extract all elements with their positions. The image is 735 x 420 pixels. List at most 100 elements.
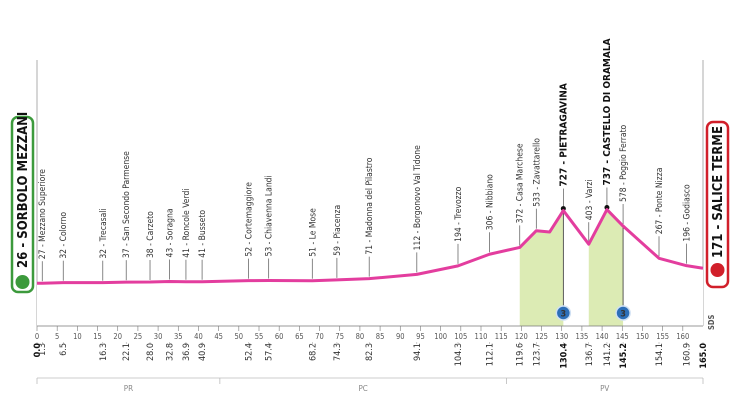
km-label: 36.9	[182, 343, 192, 361]
finish-label: 171 - SALICE TERME	[711, 126, 726, 258]
x-tick-label: 40	[194, 332, 203, 341]
km-label: 123.7	[532, 343, 542, 366]
x-tick-label: 90	[396, 332, 405, 341]
km-label: 68.2	[308, 343, 318, 361]
x-tick-label: 85	[376, 332, 385, 341]
x-tick-label: 155	[656, 332, 669, 341]
profile-line	[36, 208, 704, 285]
waypoint-label: 194 - Trevozzo	[454, 186, 464, 242]
km-label: 145.2	[619, 343, 629, 369]
waypoint-label: 51 - Le Mose	[308, 208, 318, 257]
x-tick-label: 65	[295, 332, 304, 341]
km-label: 104.3	[454, 343, 464, 366]
y-tick-label: 200	[631, 261, 642, 269]
waypoint-label: 59 - Piacenza	[333, 205, 343, 256]
waypoint-label: 71 - Madonna del Pilastro	[365, 157, 375, 254]
region-label: PC	[358, 384, 367, 393]
km-label: 119.6	[516, 343, 526, 366]
y-tick-label: 600	[631, 220, 642, 228]
finish-icon	[710, 263, 725, 277]
x-tick-label: 60	[275, 332, 284, 341]
waypoint-label: 27 - Mezzano Superiore	[38, 169, 48, 259]
waypoint-label: 41 - Roncole Verdi	[182, 189, 192, 258]
x-tick-label: 35	[174, 332, 183, 341]
km-label: 57.4	[265, 343, 275, 361]
km-label: 32.8	[165, 343, 175, 361]
y-tick-label: 100	[631, 272, 642, 280]
waypoint-label: 32 - Trecasali	[99, 208, 109, 258]
x-tick-label: 110	[475, 332, 488, 341]
waypoint-label: 32 - Colorno	[59, 212, 69, 259]
climb-category: 3	[561, 310, 567, 320]
finish-box	[705, 120, 730, 289]
climb-badge	[615, 305, 631, 321]
region-label: PR	[124, 384, 133, 393]
x-tick-label: 55	[255, 332, 264, 341]
waypoint-label: 41 - Busseto	[198, 210, 208, 258]
x-tick-label: 100	[434, 332, 447, 341]
waypoint-label: 43 - Soragna	[165, 208, 175, 257]
climb-area	[588, 209, 624, 326]
x-tick-label: 70	[315, 332, 324, 341]
start-icon	[15, 275, 30, 289]
start-box	[10, 115, 35, 294]
km-label: 94.1	[413, 343, 423, 361]
start-label: 26 - SORBOLO MEZZANI	[16, 112, 31, 268]
y-tick-label: 300	[631, 251, 642, 259]
waypoint-label: 403 - Varzi	[585, 179, 595, 220]
x-tick-label: 15	[93, 332, 102, 341]
y-tick-label: 500	[631, 230, 642, 238]
km-label: 165.0	[699, 343, 709, 369]
km-label: 130.4	[559, 343, 569, 369]
x-tick-label: 10	[73, 332, 82, 341]
waypoint-label: 196 - Godiasco	[682, 184, 692, 242]
x-tick-label: 125	[535, 332, 548, 341]
x-tick-label: 135	[575, 332, 588, 341]
waypoint-label: 52 - Cortemaggiore	[245, 182, 255, 257]
x-tick-label: 105	[454, 332, 467, 341]
x-tick-label: 45	[214, 332, 223, 341]
x-tick-label: 80	[356, 332, 365, 341]
km-label: 6.5	[59, 343, 69, 356]
climb-category: 3	[620, 310, 626, 320]
x-tick-label: 30	[154, 332, 163, 341]
x-tick-label: 150	[636, 332, 649, 341]
y-tick-label: 400	[631, 241, 642, 249]
x-tick-label: 25	[134, 332, 143, 341]
waypoint-label: 533 - Zavattarello	[532, 138, 542, 207]
waypoint-label: 578 - Poggio Ferrato	[619, 124, 629, 202]
waypoint-label: 372 - Casa Marchese	[516, 143, 526, 223]
waypoint-label: 737 - CASTELLO DI ORAMALA	[602, 38, 613, 185]
km-label: 22.1	[122, 343, 132, 361]
x-tick-label: 20	[113, 332, 122, 341]
climb-badge	[555, 305, 572, 321]
waypoint-label: 37 - San Secondo Parmense	[122, 151, 132, 258]
km-label: 16.3	[99, 343, 109, 361]
x-tick-label: 130	[555, 332, 568, 341]
km-label: 40.9	[198, 343, 208, 361]
x-tick-label: 0	[35, 332, 39, 341]
brand: SDS	[707, 315, 716, 330]
waypoint-label: 267 - Ponte Nizza	[655, 168, 665, 235]
x-tick-label: 145	[616, 332, 629, 341]
waypoint-label: 727 - PIETRAGAVINA	[558, 83, 569, 186]
waypoint-label: 38 - Carzeto	[146, 211, 156, 258]
km-label: 112.1	[485, 343, 495, 366]
x-tick-label: 140	[596, 332, 609, 341]
waypoint-label: 53 - Chiavenna Landi	[265, 175, 275, 256]
x-tick-label: 50	[235, 332, 244, 341]
region-label: PV	[600, 384, 609, 393]
x-tick-label: 5	[55, 332, 59, 341]
km-label: 0.0	[33, 343, 43, 358]
km-label: 154.1	[655, 343, 665, 366]
x-tick-label: 160	[676, 332, 689, 341]
waypoint-label: 306 - Nibbiano	[485, 174, 495, 230]
x-tick-label: 115	[495, 332, 508, 341]
km-label: 1.3	[38, 343, 48, 356]
x-tick-label: 95	[416, 332, 425, 341]
km-label: 74.3	[333, 343, 343, 361]
waypoint-label: 112 - Borgonovo Val Tidone	[413, 145, 423, 251]
x-tick-label: 120	[515, 332, 528, 341]
